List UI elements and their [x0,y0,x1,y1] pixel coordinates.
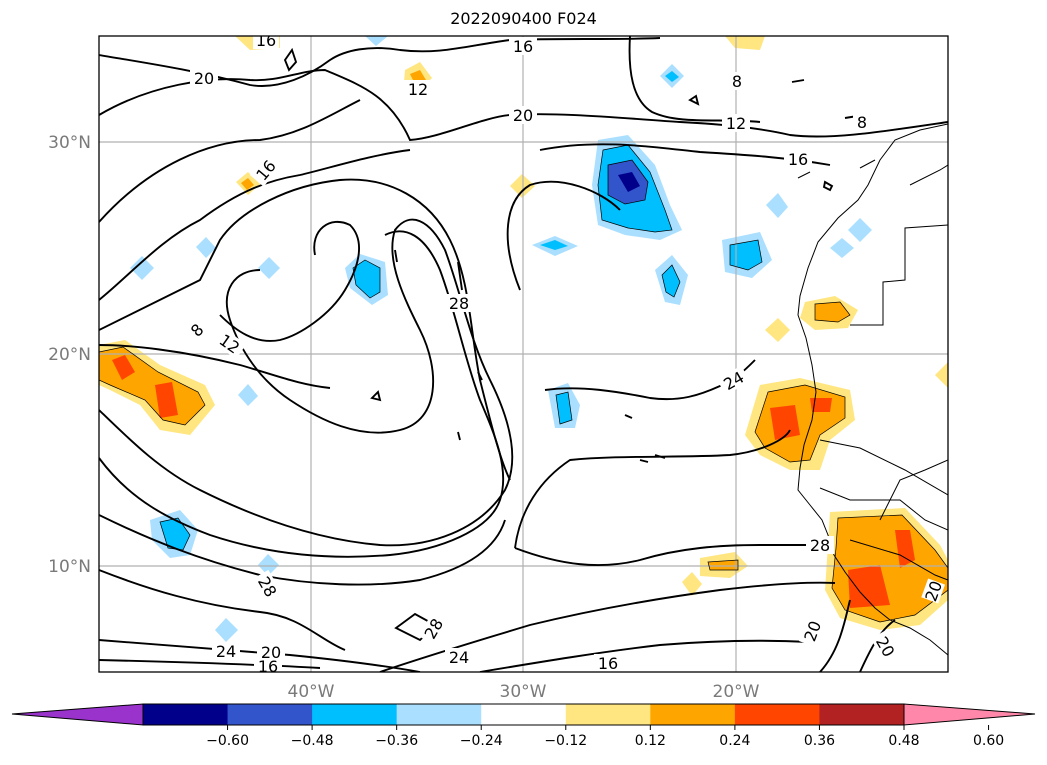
contour-label: 20 [513,106,533,125]
plot-frame [98,35,949,673]
lat-label-30n: 30°N [48,133,91,153]
colorbar-tick-label: −0.24 [460,733,503,749]
contour-label: 16 [788,150,808,169]
colorbar-cell [481,704,567,725]
lon-label-30w: 30°W [500,682,547,702]
colorbar-cell [565,704,651,725]
colorbar: −0.60 −0.48 −0.36 −0.24 −0.12 0.12 0.24 0.36 0.4… [11,703,1036,749]
contour-label: 12 [408,80,428,99]
colorbar-cell [734,704,820,725]
colorbar-extend-high [904,704,1035,725]
shade-outlines [99,144,948,623]
lon-label-20w: 20°W [713,682,760,702]
colorbar-extend-low [12,704,143,725]
colorbar-cell [819,704,905,725]
colorbar-tick-label: 0.12 [635,733,666,749]
contour-label: 20 [261,643,281,662]
contour-label: 8 [732,72,742,91]
colorbar-tick-label: −0.48 [291,733,334,749]
colorbar-tick-label: 0.24 [719,733,750,749]
contour-label: 28 [449,294,469,313]
contour-label: 20 [194,69,214,88]
colorbar-cell [227,704,313,725]
contour-label: 16 [598,654,618,673]
lat-label-10n: 10°N [48,557,91,577]
colorbar-tick-label: 0.48 [888,733,919,749]
contour-label: 28 [810,536,830,555]
colorbar-cell [396,704,482,725]
colorbar-tick-label: −0.12 [544,733,587,749]
contour-label: 24 [449,648,469,667]
colorbar-tick-label: 0.36 [804,733,835,749]
gridlines [99,36,948,672]
contour-label: 24 [216,642,236,661]
plot-area: 16 20 16 12 8 12 8 20 16 16 8 [99,31,948,676]
colorbar-cell [650,704,736,725]
map-title: 2022090400 F024 [450,9,597,28]
coastlines [797,123,948,656]
colorbar-cell [312,704,398,725]
colorbar-cell [143,704,229,725]
shaded-field [99,36,948,642]
contour-label: 16 [258,657,278,676]
contour-label: 16 [256,31,276,50]
contour-label: 16 [513,37,533,56]
colorbar-tick-label: −0.36 [375,733,418,749]
lat-label-20n: 20°N [48,345,91,365]
colorbar-tick-label: 0.60 [973,733,1004,749]
colorbar-tick-label: −0.60 [206,733,249,749]
contour-label: 8 [857,113,867,132]
contour-label: 12 [726,114,746,133]
lon-label-40w: 40°W [288,682,335,702]
